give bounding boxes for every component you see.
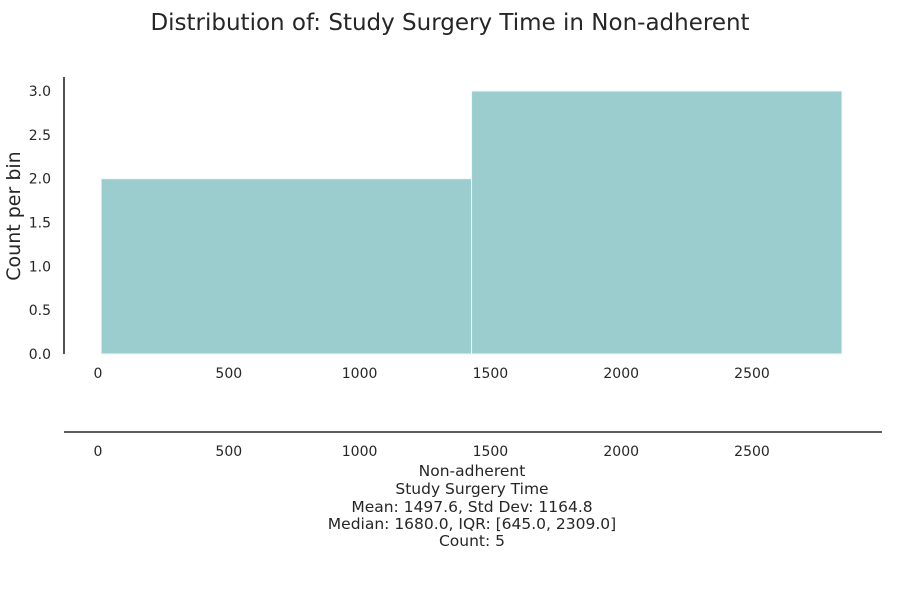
x-axis-ticks-top: 0 500 1000 1500 2000 2500 <box>94 366 770 382</box>
y-axis-ticks: 0.0 0.5 1.0 1.5 2.0 2.5 3.0 <box>29 84 51 363</box>
histogram-bars <box>100 90 843 355</box>
y-tick-label: 2.0 <box>29 172 51 188</box>
x-tick-label: 1500 <box>473 366 509 382</box>
stats-group: Non-adherent <box>419 462 526 480</box>
histogram-bar <box>471 90 843 355</box>
x-tick-label: 500 <box>215 366 242 382</box>
y-tick-label: 2.5 <box>29 128 51 144</box>
stats-median-iqr: Median: 1680.0, IQR: [645.0, 2309.0] <box>328 515 616 533</box>
x-axis-ticks-bottom: 0 500 1000 1500 2000 2500 <box>94 444 770 460</box>
x-tick-label: 0 <box>94 444 103 460</box>
stats-count: Count: 5 <box>439 532 505 550</box>
x-tick-label: 1000 <box>342 366 378 382</box>
x-tick-label: 1000 <box>342 444 378 460</box>
chart-title: Distribution of: Study Surgery Time in N… <box>150 10 749 36</box>
y-tick-label: 1.5 <box>29 216 51 232</box>
histogram-bar <box>100 178 473 355</box>
stats-variable: Study Surgery Time <box>395 480 548 498</box>
x-tick-label: 500 <box>215 444 242 460</box>
x-tick-label: 2500 <box>734 444 770 460</box>
y-tick-label: 3.0 <box>29 84 51 100</box>
y-tick-label: 0.0 <box>29 347 51 363</box>
x-tick-label: 1500 <box>473 444 509 460</box>
stats-annotation: Non-adherent Study Surgery Time Mean: 14… <box>328 462 616 550</box>
stats-mean-std: Mean: 1497.6, Std Dev: 1164.8 <box>351 498 592 516</box>
y-tick-label: 1.0 <box>29 259 51 275</box>
x-tick-label: 2500 <box>734 366 770 382</box>
x-tick-label: 2000 <box>603 444 639 460</box>
x-tick-label: 0 <box>94 366 103 382</box>
y-axis-label: Count per bin <box>3 151 25 280</box>
y-tick-label: 0.5 <box>29 303 51 319</box>
x-tick-label: 2000 <box>603 366 639 382</box>
